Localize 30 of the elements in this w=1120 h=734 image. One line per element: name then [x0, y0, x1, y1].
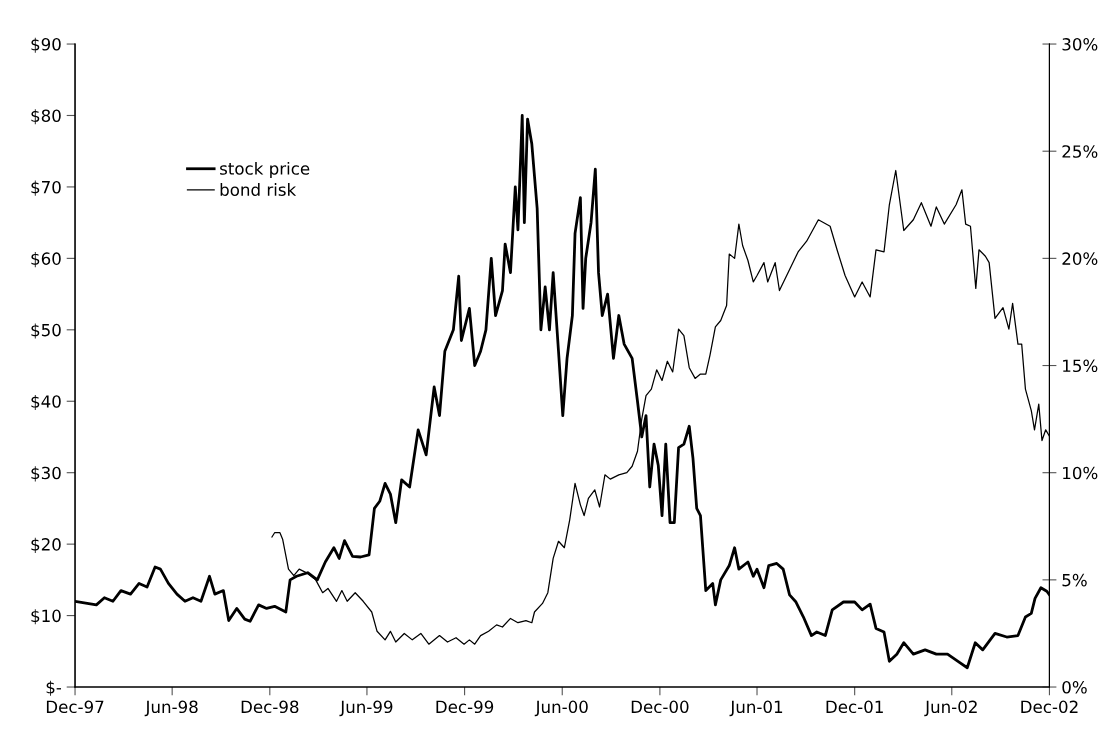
y2-tick-label: 10% [1063, 466, 1098, 480]
y-tick-label: $30 [31, 466, 61, 482]
y-tick-label: $90 [31, 37, 61, 53]
x-tick-label: Jun-98 [144, 700, 198, 717]
y2-tick-label: 15% [1063, 359, 1098, 373]
y-tick-label: $20 [31, 537, 61, 553]
y2-tick-label: 30% [1062, 38, 1098, 51]
x-tick-label: Jun-99 [339, 700, 393, 717]
x-tick-label: Jun-01 [729, 700, 783, 717]
x-tick-label: Dec-00 [631, 700, 689, 714]
y-tick-label: $10 [31, 609, 61, 625]
y2-tick-label: 0% [1062, 680, 1087, 694]
legend-label: stock price [220, 161, 310, 179]
y2-tick-label: 25% [1062, 145, 1098, 158]
y2-tick-label: 5% [1062, 573, 1087, 587]
legend-label: bond risk [220, 183, 297, 196]
y-tick-label: $80 [31, 109, 61, 125]
y-tick-label: $50 [31, 323, 61, 339]
x-tick-label: Dec-99 [436, 700, 494, 714]
y2-tick-label: 20% [1062, 252, 1098, 265]
x-tick-label: Dec-02 [1021, 700, 1078, 714]
y-tick-label: $60 [31, 252, 61, 268]
x-tick-label: Dec-97 [46, 700, 104, 714]
x-tick-label: Jun-02 [924, 700, 977, 717]
x-tick-label: Dec-98 [241, 700, 299, 714]
y-tick-label: $40 [31, 394, 61, 411]
y-tick-label: $- [46, 680, 62, 696]
x-tick-label: Dec-01 [826, 700, 883, 714]
x-tick-label: Jun-00 [534, 700, 588, 717]
y-tick-label: $70 [31, 180, 61, 196]
